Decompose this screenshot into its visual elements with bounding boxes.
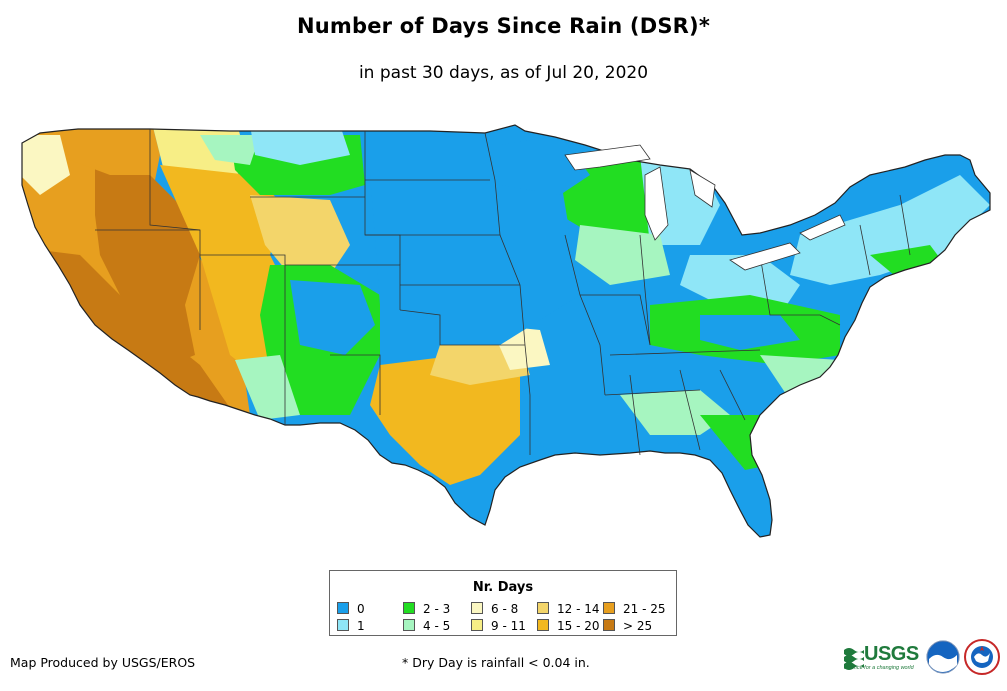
nws-logo-icon (964, 639, 1000, 675)
legend-item-8: 21 - 25 (603, 602, 666, 616)
legend-item-7: 15 - 20 (537, 619, 600, 633)
great-lakes (564, 144, 846, 271)
legend-title: Nr. Days (472, 580, 534, 595)
map-subtitle: in past 30 days, as of Jul 20, 2020 (358, 63, 649, 83)
map-credit: Map Produced by USGS/EROS (10, 655, 196, 670)
legend-item-2: 2 - 3 (403, 602, 450, 616)
legend-swatch (603, 602, 615, 614)
legend-swatch (403, 619, 415, 631)
legend-item-1: 1 (337, 619, 365, 633)
legend-swatch (403, 602, 415, 614)
noaa-logo-icon (926, 640, 960, 674)
map-title: Number of Days Since Rain (DSR)* (296, 14, 711, 38)
legend-swatch (537, 602, 549, 614)
us-dsr-map (21, 124, 991, 538)
legend-item-3: 4 - 5 (403, 619, 450, 633)
legend-item-9: > 25 (603, 619, 652, 633)
legend-swatch (537, 619, 549, 631)
legend-item-5: 9 - 11 (471, 619, 526, 633)
legend-swatch (337, 602, 349, 614)
agency-logos: USGS science for a changing world (842, 636, 1002, 678)
usgs-tagline: science for a changing world (844, 665, 914, 671)
legend-item-6: 12 - 14 (537, 602, 600, 616)
legend-swatch (337, 619, 349, 631)
state-borders (95, 129, 911, 456)
dry-day-footnote: * Dry Day is rainfall < 0.04 in. (402, 655, 590, 670)
legend-swatch (471, 602, 483, 614)
legend-swatch (471, 619, 483, 631)
usgs-wave-icon (844, 648, 864, 670)
legend-item-0: 0 (337, 602, 365, 616)
usgs-logo: USGS (864, 643, 919, 665)
legend-swatch (603, 619, 615, 631)
legend: Nr. Days 0 1 2 - 3 4 - 5 6 - 8 9 - 11 12… (329, 570, 677, 636)
legend-item-4: 6 - 8 (471, 602, 518, 616)
dsr-color-regions (22, 125, 990, 537)
